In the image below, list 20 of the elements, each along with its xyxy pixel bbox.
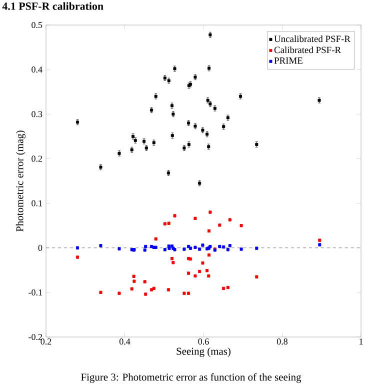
x-tick-label: 0.2 <box>40 338 52 345</box>
x-tick-label: 0.8 <box>276 338 288 345</box>
y-axis-title: Photometric error (mag) <box>16 130 26 232</box>
y-tick-label: 0.2 <box>32 156 42 162</box>
chart-title: 4.1 PSF-R calibration <box>2 2 104 10</box>
x-tick-label: 0.4 <box>119 338 130 345</box>
x-axis-title: Seeing (mas) <box>176 347 230 357</box>
y-tick-label: 0.4 <box>32 66 42 73</box>
caption: Figure 3: Photometric error as function of the seeing <box>81 373 302 383</box>
legend-label: Calibrated PSF-R <box>274 46 342 54</box>
x-tick-label: 1 <box>360 338 363 344</box>
y-tick-label: 0.1 <box>32 200 42 206</box>
y-tick-label: 0.3 <box>32 111 42 118</box>
y-tick-label: -0.2 <box>28 334 42 340</box>
y-tick-label: 0.5 <box>32 22 42 28</box>
x-tick-label: 0.6 <box>198 338 209 345</box>
y-tick-label: 0 <box>38 244 42 251</box>
legend-label: Uncalibrated PSF-R <box>274 35 350 42</box>
legend-label: PRIME <box>274 58 302 64</box>
y-tick-label: -0.1 <box>28 289 42 296</box>
